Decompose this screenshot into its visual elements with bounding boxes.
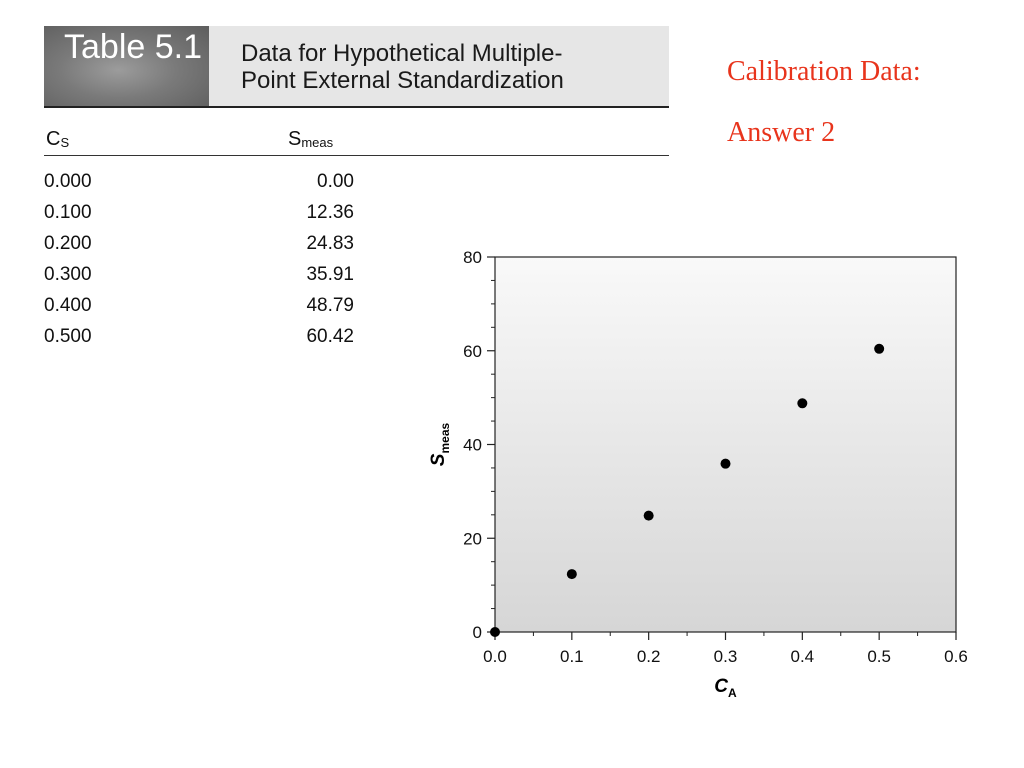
plot-area: [494, 256, 957, 633]
data-point: [490, 627, 500, 637]
table-cell-cs: 0.500: [44, 326, 92, 347]
table-header: Table 5.1 Data for Hypothetical Multiple…: [44, 26, 669, 108]
table-cell-cs: 0.400: [44, 295, 92, 316]
x-tick-label: 0.6: [944, 647, 968, 666]
x-axis-label-sub: A: [728, 686, 737, 700]
x-tick-label: 0.0: [483, 647, 507, 666]
table-cell-cs: 0.100: [44, 202, 92, 223]
x-tick-label: 0.1: [560, 647, 584, 666]
table-cell-cs: 0.200: [44, 233, 92, 254]
calibration-heading: Calibration Data:: [727, 56, 921, 87]
column-header-smeas: Smeas: [288, 128, 333, 151]
x-tick-label: 0.3: [714, 647, 738, 666]
table-title: Data for Hypothetical Multiple- Point Ex…: [241, 40, 564, 94]
table-badge: Table 5.1: [44, 26, 209, 106]
column-header-cs: CS: [46, 128, 69, 151]
y-tick-label: 0: [473, 623, 482, 642]
table-cell-cs: 0.300: [44, 264, 92, 285]
y-axis-label-main: S: [428, 453, 449, 466]
y-tick-label: 40: [463, 436, 482, 455]
x-axis: 0.0 0.1 0.2 0.3 0.4 0.5 0.6: [483, 632, 968, 666]
column-header-cs-main: C: [46, 128, 61, 150]
y-tick-label: 60: [463, 342, 482, 361]
y-tick-label: 80: [463, 248, 482, 267]
table-cell-smeas: 60.42: [306, 326, 354, 347]
data-point: [874, 343, 885, 354]
data-point: [566, 569, 577, 580]
y-axis: 0 20 40 60 80: [463, 248, 495, 642]
table-cell-smeas: 48.79: [306, 295, 354, 316]
table-number: Table 5.1: [64, 28, 202, 66]
data-point: [720, 458, 731, 469]
data-point: [643, 510, 654, 521]
column-header-smeas-main: S: [288, 128, 302, 150]
table-title-line-2: Point External Standardization: [241, 67, 564, 94]
table-cell-smeas: 35.91: [306, 264, 354, 285]
x-tick-label: 0.4: [791, 647, 815, 666]
column-header-cs-sub: S: [60, 135, 70, 150]
x-axis-label-main: C: [714, 676, 728, 697]
y-axis-label: Smeas: [428, 422, 452, 466]
table-cell-smeas: 12.36: [306, 202, 354, 223]
x-tick-label: 0.5: [867, 647, 891, 666]
table-cell-smeas: 0.00: [317, 171, 354, 192]
data-point: [797, 398, 808, 409]
answer-label: Answer 2: [727, 117, 836, 148]
x-tick-label: 0.2: [637, 647, 661, 666]
x-axis-label: CA: [714, 676, 737, 700]
column-header-smeas-sub: meas: [301, 135, 334, 150]
table-title-line-1: Data for Hypothetical Multiple-: [241, 40, 563, 67]
data-points: [490, 343, 885, 637]
y-axis-label-sub: meas: [438, 422, 452, 453]
calibration-scatter-chart: 0.0 0.1 0.2 0.3 0.4 0.5 0.6 0 20 40 60 80 CA Smeas: [428, 248, 968, 700]
table-cell-smeas: 24.83: [306, 233, 354, 254]
table-cell-cs: 0.000: [44, 171, 92, 192]
y-tick-label: 20: [463, 529, 482, 548]
table-header-rule: [44, 155, 669, 156]
